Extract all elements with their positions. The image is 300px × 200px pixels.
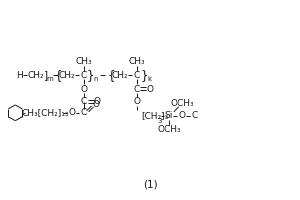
Text: C: C bbox=[80, 71, 87, 80]
Text: O: O bbox=[80, 85, 87, 94]
Text: {: { bbox=[54, 69, 62, 82]
Text: O: O bbox=[68, 108, 75, 117]
Text: }: } bbox=[140, 69, 148, 82]
Text: CH₃: CH₃ bbox=[129, 57, 146, 66]
Text: n: n bbox=[93, 76, 98, 82]
Text: C: C bbox=[80, 108, 87, 117]
Text: CH₃[CH₂]₁₃: CH₃[CH₂]₁₃ bbox=[21, 108, 69, 117]
Text: O: O bbox=[178, 111, 185, 120]
Text: H: H bbox=[16, 71, 22, 80]
Text: CH₂: CH₂ bbox=[112, 71, 129, 80]
Text: OCH₃: OCH₃ bbox=[157, 125, 181, 134]
Text: CH₂: CH₂ bbox=[58, 71, 75, 80]
Text: OCH₃: OCH₃ bbox=[171, 99, 194, 108]
Text: CH₂: CH₂ bbox=[28, 71, 44, 80]
Text: (1): (1) bbox=[143, 180, 157, 190]
Text: k: k bbox=[147, 76, 151, 82]
Text: O: O bbox=[134, 97, 141, 106]
Text: C: C bbox=[191, 111, 198, 120]
Text: CH₃: CH₃ bbox=[75, 57, 92, 66]
Text: ]: ] bbox=[44, 70, 48, 80]
Text: C: C bbox=[134, 71, 140, 80]
Text: }: } bbox=[87, 69, 94, 82]
Text: {: { bbox=[108, 69, 115, 82]
Text: 3: 3 bbox=[158, 118, 162, 124]
Text: O: O bbox=[94, 97, 101, 106]
Text: C: C bbox=[80, 97, 87, 106]
Text: m: m bbox=[46, 76, 53, 82]
Text: C: C bbox=[134, 85, 140, 94]
Text: O: O bbox=[146, 85, 154, 94]
Text: [CH₂]₃: [CH₂]₃ bbox=[141, 111, 168, 120]
Text: Si: Si bbox=[165, 111, 173, 120]
Text: O: O bbox=[92, 100, 99, 109]
